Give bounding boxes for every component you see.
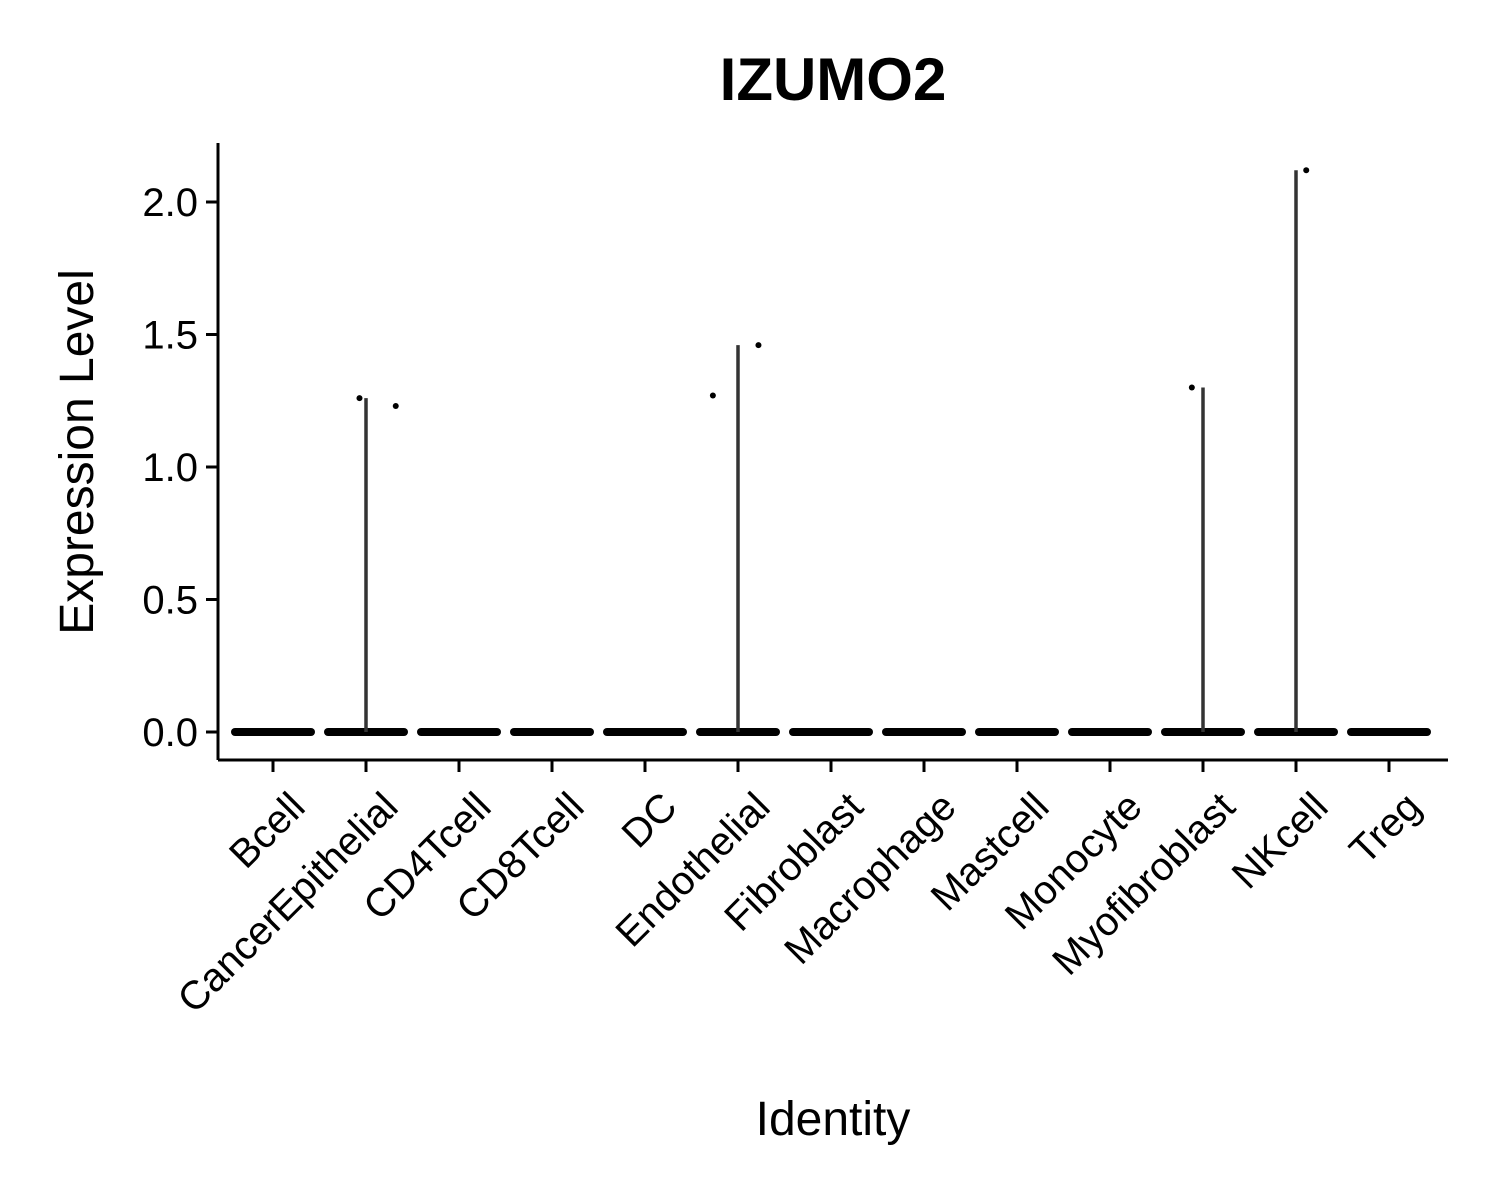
y-tick-label: 0.5: [142, 579, 198, 623]
chart-title: IZUMO2: [720, 46, 947, 113]
violin-myofibroblast: [1161, 387, 1245, 736]
data-point: [356, 395, 363, 402]
violin-nkcell: [1254, 170, 1338, 736]
y-tick-label: 1.0: [142, 446, 198, 490]
x-tick-label: DC: [614, 784, 686, 856]
x-tick-label: NKcell: [1224, 784, 1337, 897]
plot-area: [231, 167, 1431, 736]
y-axis-title: Expression Level: [51, 269, 104, 635]
violin-cancerepithelial: [324, 398, 408, 736]
x-axis-title: Identity: [756, 1093, 911, 1146]
y-tick-label: 1.5: [142, 314, 198, 358]
data-point: [709, 392, 716, 399]
y-tick-label: 2.0: [142, 181, 198, 225]
data-point: [392, 403, 399, 410]
y-axis: 0.0 0.5 1.0 1.5 2.0: [142, 143, 220, 760]
data-point: [755, 342, 762, 349]
data-point: [1188, 384, 1195, 391]
x-tick-label: Treg: [1341, 784, 1429, 872]
violin-endothelial: [696, 345, 780, 736]
data-point: [1303, 167, 1310, 174]
y-tick-label: 0.0: [142, 711, 198, 755]
